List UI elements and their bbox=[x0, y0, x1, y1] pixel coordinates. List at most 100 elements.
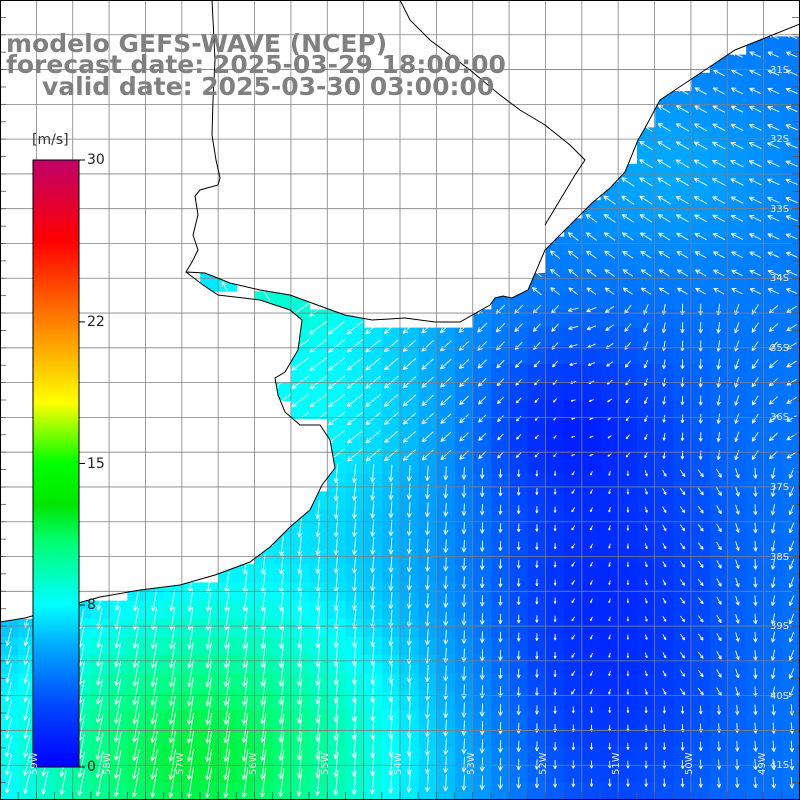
wind-arrow bbox=[589, 561, 593, 567]
field-cell bbox=[509, 691, 529, 711]
wind-arrow bbox=[370, 555, 376, 573]
field-cell bbox=[236, 709, 256, 729]
field-cell bbox=[564, 637, 583, 656]
field-cell bbox=[473, 491, 492, 511]
wind-arrow bbox=[697, 542, 704, 550]
field-cell bbox=[600, 582, 620, 602]
wind-arrow bbox=[424, 502, 431, 518]
field-cell bbox=[491, 527, 511, 547]
wind-arrow bbox=[406, 483, 412, 500]
wind-arrow bbox=[716, 669, 722, 678]
wind-arrow bbox=[712, 141, 726, 150]
field-cell bbox=[345, 491, 365, 511]
field-cell bbox=[18, 764, 37, 784]
wind-arrow bbox=[424, 556, 431, 572]
wind-arrow bbox=[496, 359, 505, 369]
field-cell bbox=[709, 218, 729, 238]
field-cell bbox=[546, 364, 565, 383]
wind-arrow bbox=[644, 433, 648, 441]
wind-arrow bbox=[785, 251, 798, 258]
field-cell bbox=[527, 546, 547, 565]
field-cell bbox=[491, 746, 511, 765]
field-cell bbox=[54, 764, 74, 784]
wind-arrow bbox=[346, 357, 363, 371]
wind-arrow bbox=[23, 681, 31, 703]
field-cell bbox=[764, 200, 784, 219]
field-cell bbox=[764, 236, 784, 256]
wind-arrow bbox=[570, 399, 576, 402]
wind-arrow bbox=[735, 650, 740, 661]
field-cell bbox=[491, 546, 511, 565]
field-cell bbox=[0, 637, 19, 656]
wind-arrow bbox=[662, 597, 667, 604]
wind-arrow bbox=[676, 105, 689, 114]
wind-arrow bbox=[479, 775, 485, 790]
field-cell bbox=[691, 655, 711, 674]
wind-arrow bbox=[675, 177, 690, 187]
wind-arrow bbox=[424, 483, 431, 500]
field-cell bbox=[655, 746, 674, 765]
field-cell bbox=[473, 455, 492, 474]
field-cell bbox=[709, 309, 729, 329]
wind-arrow bbox=[753, 595, 758, 606]
field-cell bbox=[600, 400, 620, 420]
colorbar-tick-label: 30 bbox=[87, 152, 105, 168]
field-cell bbox=[91, 637, 110, 656]
wind-arrow bbox=[531, 287, 542, 296]
field-cell bbox=[254, 564, 274, 583]
wind-arrow bbox=[459, 414, 469, 424]
wind-arrow bbox=[424, 538, 431, 554]
field-cell bbox=[0, 764, 19, 784]
wind-arrow bbox=[590, 471, 593, 476]
wind-arrow bbox=[223, 624, 230, 650]
wind-arrow bbox=[114, 643, 122, 668]
field-cell bbox=[618, 455, 638, 474]
wind-arrow bbox=[535, 560, 539, 568]
field-cell bbox=[509, 673, 529, 693]
field-cell bbox=[728, 618, 747, 638]
field-cell bbox=[600, 254, 620, 274]
field-cell bbox=[509, 455, 529, 474]
field-cell bbox=[273, 746, 292, 765]
wind-arrow bbox=[734, 395, 740, 406]
field-cell bbox=[418, 327, 438, 347]
field-cell bbox=[655, 473, 674, 492]
wind-arrow bbox=[259, 767, 267, 798]
field-cell bbox=[18, 782, 37, 800]
wind-arrow bbox=[351, 482, 357, 501]
wind-arrow bbox=[626, 634, 630, 640]
wind-arrow bbox=[406, 592, 412, 609]
field-cell bbox=[709, 254, 729, 274]
wind-arrow bbox=[370, 464, 376, 483]
wind-arrow bbox=[150, 767, 158, 798]
wind-arrow bbox=[23, 610, 30, 628]
wind-arrow bbox=[662, 396, 666, 405]
field-cell bbox=[163, 600, 183, 620]
field-cell bbox=[564, 764, 583, 784]
field-cell bbox=[382, 546, 401, 565]
wind-arrow bbox=[749, 105, 762, 113]
field-cell bbox=[455, 582, 474, 602]
field-cell bbox=[691, 746, 711, 765]
field-cell bbox=[527, 418, 547, 438]
field-cell bbox=[254, 582, 274, 602]
wind-arrow bbox=[346, 448, 363, 462]
field-cell bbox=[673, 145, 693, 165]
field-cell bbox=[637, 600, 656, 620]
wind-arrow bbox=[328, 339, 346, 353]
field-cell bbox=[273, 764, 292, 784]
wind-arrow bbox=[770, 558, 776, 570]
wind-arrow bbox=[735, 559, 740, 570]
wind-arrow bbox=[770, 504, 776, 516]
wind-arrow bbox=[297, 590, 303, 612]
wind-arrow bbox=[205, 730, 213, 762]
field-cell bbox=[436, 709, 456, 729]
field-cell bbox=[782, 236, 800, 256]
wind-arrow bbox=[680, 633, 686, 641]
wind-arrow bbox=[132, 749, 140, 780]
wind-arrow bbox=[553, 633, 557, 641]
field-cell bbox=[709, 364, 729, 383]
wind-arrow bbox=[716, 741, 722, 752]
wind-arrow bbox=[498, 595, 503, 606]
wind-arrow bbox=[553, 470, 557, 476]
